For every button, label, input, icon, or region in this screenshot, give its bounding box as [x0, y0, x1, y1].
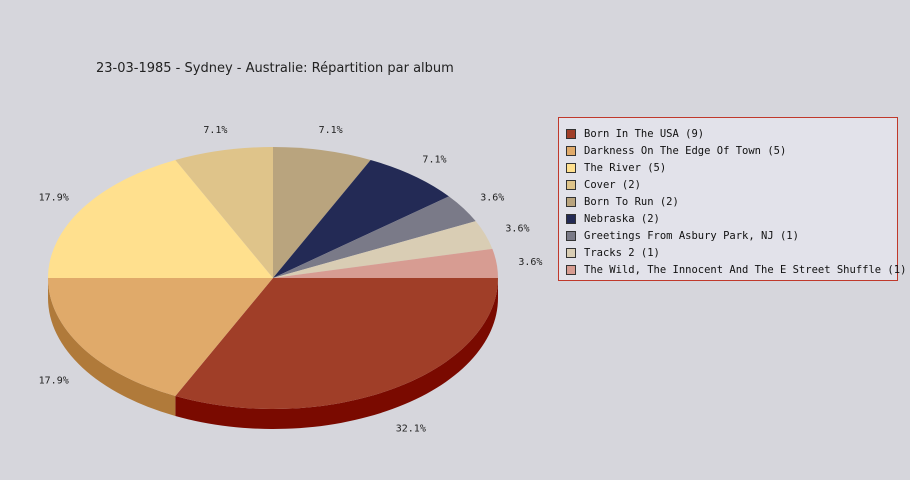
legend-item-the-river: The River (5) [566, 159, 897, 176]
legend-swatch [566, 264, 576, 275]
legend-swatch [566, 247, 576, 258]
pie-slice-greetings-from-asbury-park-nj[interactable] [273, 196, 476, 278]
pie-label-cover: 7.1% [203, 125, 227, 136]
pie-label-greetings-from-asbury-park-nj: 3.6% [480, 193, 504, 204]
legend-label: Darkness On The Edge Of Town (5) [584, 144, 787, 157]
legend-label: Born In The USA (9) [584, 127, 705, 140]
pie-slices [48, 147, 498, 409]
legend-swatch [566, 179, 576, 190]
pie-side-born-in-the-usa [175, 278, 498, 429]
legend-item-born-in-the-usa: Born In The USA (9) [566, 125, 897, 142]
pie-slice-the-wild-the-innocent-and-the-e-street-shuffle[interactable] [273, 248, 498, 278]
legend-label: Born To Run (2) [584, 195, 679, 208]
legend-item-tracks-2: Tracks 2 (1) [566, 244, 897, 261]
legend-item-darkness-on-the-edge-of-town: Darkness On The Edge Of Town (5) [566, 142, 897, 159]
legend-swatch [566, 162, 576, 173]
pie-slice-cover[interactable] [175, 147, 273, 278]
legend: Born In The USA (9) Darkness On The Edge … [558, 117, 906, 281]
pie-label-born-in-the-usa: 32.1% [396, 424, 426, 435]
legend-item-born-to-run: Born To Run (2) [566, 193, 897, 210]
pie-depth [48, 278, 498, 429]
chart-title: 23-03-1985 - Sydney - Australie: Réparti… [96, 61, 454, 76]
pie-label-darkness-on-the-edge-of-town: 17.9% [39, 375, 69, 386]
pie-slice-nebraska[interactable] [273, 159, 449, 278]
legend-item-greetings-from-asbury-park-nj: Greetings From Asbury Park, NJ (1) [566, 227, 897, 244]
pie-slice-darkness-on-the-edge-of-town[interactable] [48, 278, 273, 397]
legend-label: Greetings From Asbury Park, NJ (1) [584, 229, 799, 242]
pie-side-darkness-on-the-edge-of-town [48, 278, 176, 417]
legend-label: The Wild, The Innocent And The E Street … [584, 263, 907, 276]
legend-swatch [566, 213, 576, 224]
legend-swatch [566, 196, 576, 207]
pie-slice-born-in-the-usa[interactable] [175, 278, 498, 409]
pie-label-tracks-2: 3.6% [505, 223, 529, 234]
legend-label: Cover (2) [584, 178, 641, 191]
legend-item-the-wild-the-innocent-and-the-e-street-shuffle: The Wild, The Innocent And The E Street … [566, 261, 906, 278]
pie-label-the-river: 17.9% [39, 193, 69, 204]
pie-label-nebraska: 7.1% [422, 154, 446, 165]
pie-slice-tracks-2[interactable] [273, 221, 493, 278]
legend-item-nebraska: Nebraska (2) [566, 210, 897, 227]
legend-label: Nebraska (2) [584, 212, 660, 225]
legend-swatch [566, 145, 576, 156]
legend-swatch [566, 230, 576, 241]
legend-swatch [566, 128, 576, 139]
pie-slice-the-river[interactable] [48, 159, 273, 278]
legend-label: The River (5) [584, 161, 667, 174]
pie-labels: 32.1% 17.9% 17.9% 7.1% 7.1% 7.1% 3.6% 3.6% 3.6% [39, 125, 543, 435]
pie-label-the-wild-the-innocent-and-the-e-street-shuffle: 3.6% [518, 257, 542, 268]
legend-label: Tracks 2 (1) [584, 246, 660, 259]
pie-label-born-to-run: 7.1% [319, 125, 343, 136]
legend-item-cover: Cover (2) [566, 176, 897, 193]
pie-slice-born-to-run[interactable] [273, 147, 371, 278]
